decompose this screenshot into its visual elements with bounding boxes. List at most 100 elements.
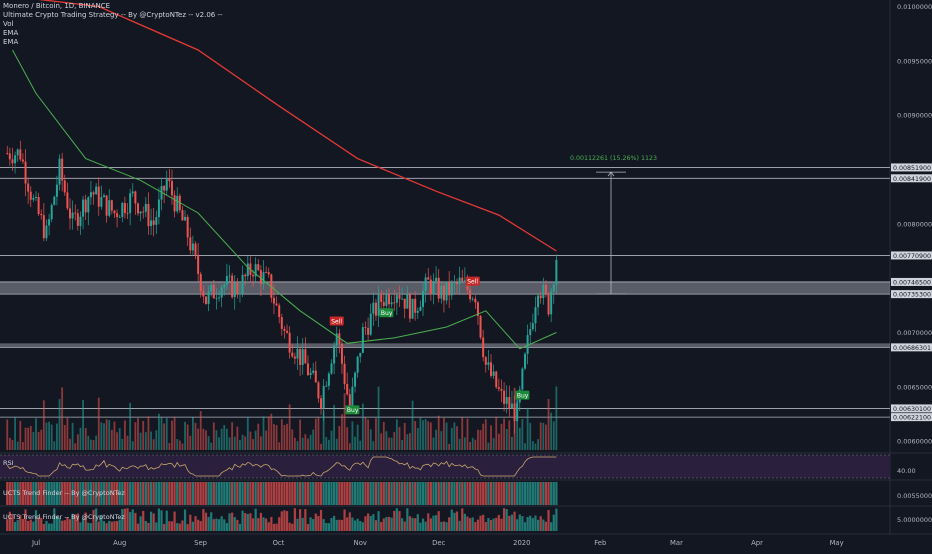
candle-body: [262, 272, 265, 285]
volume-bar: [32, 431, 35, 450]
trend-finder-bar: [427, 513, 430, 531]
level-tag-label: 0.00622100: [893, 415, 931, 422]
candle-body: [442, 285, 445, 301]
trend-finder-bar: [319, 482, 323, 505]
trend-finder-bar: [361, 522, 364, 531]
volume-bar: [244, 436, 247, 450]
trend-finder-bar: [95, 508, 98, 531]
trend-finder-bar: [534, 515, 537, 531]
volume-bar: [192, 417, 194, 450]
candle-body: [510, 403, 513, 409]
signal-label: Buy: [517, 392, 529, 399]
candle-body: [461, 277, 464, 281]
trend-finder-bar: [497, 482, 500, 505]
candle-body: [286, 330, 289, 333]
volume-bar: [155, 430, 158, 450]
trend-finder-bar: [327, 482, 330, 505]
trend-finder-bar: [262, 517, 265, 531]
candle-body: [131, 191, 134, 194]
trend-finder-bar: [306, 524, 310, 531]
candle-body: [463, 280, 466, 282]
volume-bar: [529, 422, 532, 450]
trend-finder-bar: [228, 513, 231, 531]
volume-bar: [461, 417, 464, 450]
candle-body: [116, 213, 119, 218]
level-tag-label: 0.00770900: [893, 253, 931, 260]
volume-bar: [511, 436, 513, 450]
trend-finder-bar: [113, 482, 116, 505]
volume-bar: [466, 418, 469, 450]
volume-bar: [118, 428, 121, 450]
trend-finder-bar: [401, 518, 404, 531]
volume-bar: [79, 427, 82, 450]
volume-bar: [82, 399, 84, 450]
volume-bar: [108, 420, 111, 450]
volume-bar: [372, 441, 375, 450]
trend-finder-bar: [267, 522, 270, 531]
trend-finder-bar: [539, 516, 542, 531]
volume-bar: [6, 419, 9, 450]
trend-finder-bar: [489, 482, 493, 505]
volume-bar: [555, 386, 558, 450]
trend-finder-bar: [105, 482, 108, 505]
trend-finder-bar: [516, 482, 519, 505]
trend-finder-bar: [118, 482, 121, 505]
volume-bar: [301, 437, 304, 450]
volume-bar: [19, 420, 22, 450]
volume-bar: [385, 431, 388, 450]
candle-body: [325, 385, 328, 387]
volume-bar: [144, 432, 147, 450]
trend-finder-bar: [382, 482, 385, 505]
trend-finder-bar: [131, 482, 134, 505]
trend-finder-bar: [34, 510, 38, 531]
trend-finder-bar: [521, 516, 524, 531]
trend-finder-bar: [283, 510, 286, 531]
volume-bar: [299, 419, 302, 450]
trend-finder-bar: [92, 482, 95, 505]
volume-bar: [16, 441, 19, 450]
volume-bar: [395, 419, 398, 450]
trend-finder-bar: [16, 482, 19, 505]
candle-body: [210, 284, 213, 292]
volume-bar: [199, 411, 202, 450]
trend-finder-bar: [531, 482, 534, 505]
candle-body: [435, 277, 438, 282]
trend-finder-bar: [110, 482, 113, 505]
trend-finder-bar: [461, 508, 464, 531]
trend-finder-bar: [217, 519, 221, 531]
trend-finder-bar: [351, 482, 354, 505]
volume-bar: [343, 393, 346, 450]
volume-bar: [521, 418, 524, 450]
volume-bar: [254, 430, 257, 450]
volume-bar: [90, 439, 92, 450]
volume-bar: [152, 439, 155, 450]
legend-ema-2: EMA: [3, 38, 19, 46]
trend-finder-bar: [406, 508, 409, 531]
symbol-title: Monero / Bitcoin, 1D, BINANCE: [3, 2, 111, 10]
trend-finder-bar: [251, 518, 255, 531]
trend-finder-bar: [178, 482, 181, 505]
trend-finder-bar: [353, 482, 357, 505]
trend-finder-bar: [395, 482, 398, 505]
trend-finder-bar: [81, 482, 85, 505]
trend-finder-bar: [241, 510, 244, 531]
trend-finder-bar: [492, 518, 495, 531]
trend-finder-bar: [97, 521, 100, 531]
volume-bar: [286, 423, 288, 450]
candle-body: [524, 353, 527, 369]
trend-finder-bar: [136, 523, 140, 531]
trend-finder-bar: [293, 482, 296, 505]
trend-finder-bar: [89, 482, 93, 505]
candle-body: [170, 181, 173, 196]
trend-finder-bar: [526, 482, 529, 505]
candle-body: [555, 259, 558, 285]
trend-finder-bar: [338, 482, 341, 505]
trend-finder-bar: [79, 522, 82, 531]
volume-bar: [545, 424, 547, 450]
trend-finder-bar: [526, 517, 529, 531]
